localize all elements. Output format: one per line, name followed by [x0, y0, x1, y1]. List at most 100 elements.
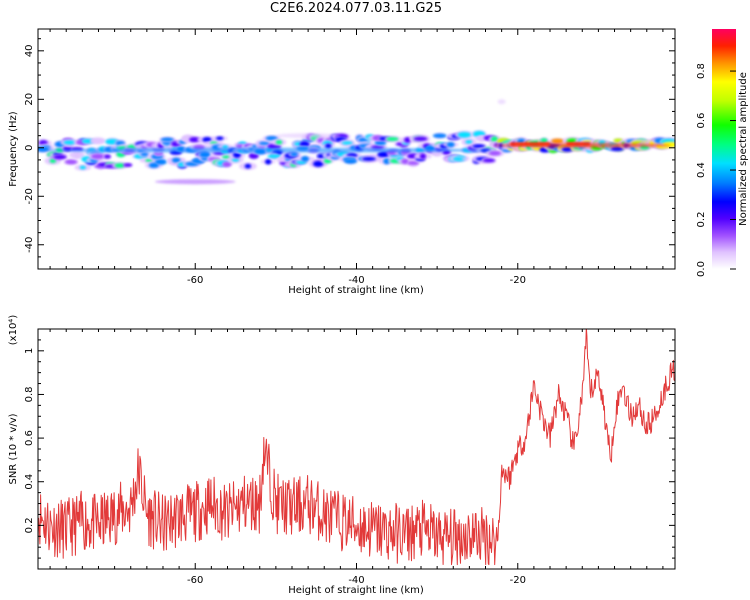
spectrogram-feature — [275, 133, 341, 139]
snr-x-tick-label: -20 — [510, 575, 526, 586]
spectrogram-blob — [79, 165, 86, 170]
spectrogram-blob — [91, 139, 105, 143]
spectrogram-blob — [53, 154, 67, 160]
spectrogram-blob — [551, 138, 564, 144]
spectrogram-blob — [383, 158, 391, 165]
spectrogram-y-tick-label: -20 — [24, 188, 35, 204]
spectrogram-blob — [401, 158, 409, 164]
spectrogram-blob — [432, 151, 442, 155]
spectrogram-blob — [244, 163, 252, 169]
spectrogram-blob — [275, 140, 283, 145]
spectrogram-blob — [472, 144, 486, 149]
spectrogram-blob — [386, 137, 399, 141]
spectrogram-blob — [267, 154, 282, 159]
snr-y-tick-label: 0.6 — [24, 430, 35, 446]
spectrogram-x-axis-title: Height of straight line (km) — [288, 285, 424, 296]
snr-panel: -60 -40 -20 0.2 0.4 0.6 0.8 1 Height of straigh… — [8, 315, 676, 596]
spectrogram-blob — [65, 159, 78, 165]
spectrogram-blob — [301, 155, 310, 162]
snr-axes: -60 -40 -20 0.2 0.4 0.6 0.8 1 — [24, 328, 676, 586]
spectrogram-blob — [202, 137, 212, 143]
spectrogram-blob — [457, 131, 471, 138]
spectrogram-blob — [404, 137, 411, 143]
spectrogram-blob — [114, 163, 125, 168]
spectrogram-blob — [491, 136, 498, 143]
spectrogram-image — [38, 99, 675, 185]
spectrogram-blob — [413, 136, 428, 141]
colorbar-ticks: 0.0 0.2 0.4 0.6 0.8 — [696, 63, 736, 277]
spectrogram-feature — [38, 147, 494, 153]
spectrogram-y-tick-label: -40 — [24, 237, 35, 253]
spectrogram-blob — [49, 158, 57, 163]
spectrogram-blob — [374, 140, 387, 146]
snr-x-tick-label: -40 — [348, 575, 364, 586]
spectrogram-blob — [154, 151, 163, 156]
spectrogram-blob — [290, 152, 298, 157]
spectrogram-peak — [566, 142, 591, 146]
colorbar-tick-label: 0.8 — [696, 63, 707, 79]
spectrogram-blob — [540, 138, 548, 144]
colorbar-tick-label: 0.0 — [696, 261, 707, 277]
spectrogram-blob — [407, 161, 420, 165]
colorbar-gradient — [712, 29, 736, 269]
spectrogram-blob — [561, 147, 573, 152]
spectrogram-blob — [171, 157, 181, 163]
spectrogram-blob — [91, 153, 105, 159]
colorbar-tick-label: 0.2 — [696, 212, 707, 228]
spectrogram-blob — [452, 157, 464, 161]
spectrogram-blob — [123, 163, 133, 167]
spectrogram-blob — [63, 140, 76, 145]
spectrogram-blob — [140, 152, 149, 157]
spectrogram-blob — [341, 141, 353, 145]
spectrogram-blob — [344, 158, 358, 164]
snr-x-axis-title: Height of straight line (km) — [288, 585, 424, 596]
spectrogram-blob — [258, 141, 270, 145]
spectrogram-y-tick-label: 0 — [24, 145, 35, 151]
spectrogram-blob — [265, 136, 278, 141]
spectrogram-blob — [222, 161, 232, 167]
spectrogram-blob — [482, 158, 495, 163]
spectrogram-feature — [154, 179, 236, 185]
spectrogram-blob — [488, 151, 501, 156]
spectrogram-x-tick-label: -20 — [510, 275, 526, 286]
spectrogram-y-tick-label: 40 — [24, 44, 35, 57]
spectrogram-blob — [233, 151, 241, 158]
spectrogram-blob — [465, 140, 473, 144]
colorbar-tick-label: 0.6 — [696, 113, 707, 129]
spectrogram-blob — [73, 151, 81, 158]
colorbar-label: Normalized spectral amplitude — [738, 72, 749, 226]
spectrogram-y-axis-title: Frequency (Hz) — [8, 111, 19, 187]
spectrogram-blob — [432, 133, 447, 138]
colorbar: 0.0 0.2 0.4 0.6 0.8 Normalized spectral ampl… — [696, 29, 749, 277]
spectrogram-blob — [299, 141, 310, 148]
spectrogram-x-tick-label: -40 — [348, 275, 364, 286]
spectrogram-blob — [216, 136, 224, 141]
spectrogram-x-tick-label: -60 — [187, 275, 203, 286]
spectrogram-blob — [154, 159, 167, 165]
spectrogram-blob — [446, 141, 455, 148]
figure-title: C2E6.2024.077.03.11.G25 — [269, 1, 443, 16]
snr-y-tick-label: 1 — [24, 348, 35, 354]
snr-y-axis-title: SNR (10 * v/v) — [8, 413, 19, 484]
spectrogram-blob — [358, 137, 369, 142]
spectrogram-panel: -60 -40 -20 40 20 0 -20 -40 Height of straight … — [8, 28, 676, 296]
spectrogram-blob — [160, 137, 174, 142]
colorbar-tick-label: 0.4 — [696, 162, 707, 178]
spectrogram-axes: -60 -40 -20 40 20 0 -20 -40 — [24, 28, 676, 286]
spectrogram-blob — [419, 153, 426, 160]
snr-y-multiplier: (x10⁴) — [8, 315, 19, 346]
spectrogram-blob — [325, 143, 332, 149]
snr-x-tick-label: -60 — [187, 575, 203, 586]
spectrogram-blob — [265, 158, 272, 165]
snr-y-tick-label: 0.4 — [24, 474, 35, 490]
spectrogram-peak — [509, 142, 551, 146]
spectrogram-blob — [199, 151, 211, 158]
spectrogram-blob — [361, 157, 376, 161]
spectrogram-feature — [497, 99, 506, 105]
spectrogram-blob — [148, 162, 159, 168]
snr-y-tick-label: 0.2 — [24, 517, 35, 533]
spectrogram-blob — [104, 154, 111, 159]
snr-y-tick-label: 0.8 — [24, 387, 35, 403]
spectrogram-blob — [189, 137, 201, 143]
